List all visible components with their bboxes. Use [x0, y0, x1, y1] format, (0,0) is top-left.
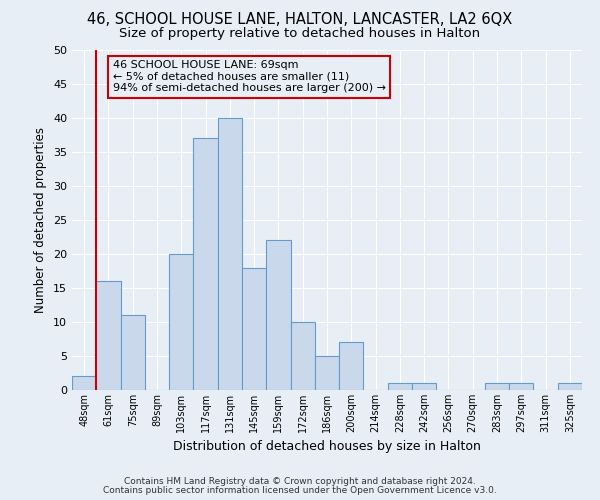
- Bar: [193, 138, 218, 390]
- Y-axis label: Number of detached properties: Number of detached properties: [34, 127, 47, 313]
- Text: Contains HM Land Registry data © Crown copyright and database right 2024.: Contains HM Land Registry data © Crown c…: [124, 477, 476, 486]
- Text: Size of property relative to detached houses in Halton: Size of property relative to detached ho…: [119, 28, 481, 40]
- X-axis label: Distribution of detached houses by size in Halton: Distribution of detached houses by size …: [173, 440, 481, 454]
- Bar: [218, 118, 242, 390]
- Bar: [485, 383, 509, 390]
- Bar: [242, 268, 266, 390]
- Bar: [169, 254, 193, 390]
- Bar: [290, 322, 315, 390]
- Bar: [339, 342, 364, 390]
- Bar: [412, 383, 436, 390]
- Bar: [315, 356, 339, 390]
- Text: Contains public sector information licensed under the Open Government Licence v3: Contains public sector information licen…: [103, 486, 497, 495]
- Bar: [96, 281, 121, 390]
- Text: 46, SCHOOL HOUSE LANE, HALTON, LANCASTER, LA2 6QX: 46, SCHOOL HOUSE LANE, HALTON, LANCASTER…: [88, 12, 512, 28]
- Text: 46 SCHOOL HOUSE LANE: 69sqm
← 5% of detached houses are smaller (11)
94% of semi: 46 SCHOOL HOUSE LANE: 69sqm ← 5% of deta…: [113, 60, 386, 94]
- Bar: [558, 383, 582, 390]
- Bar: [266, 240, 290, 390]
- Bar: [72, 376, 96, 390]
- Bar: [121, 315, 145, 390]
- Bar: [509, 383, 533, 390]
- Bar: [388, 383, 412, 390]
